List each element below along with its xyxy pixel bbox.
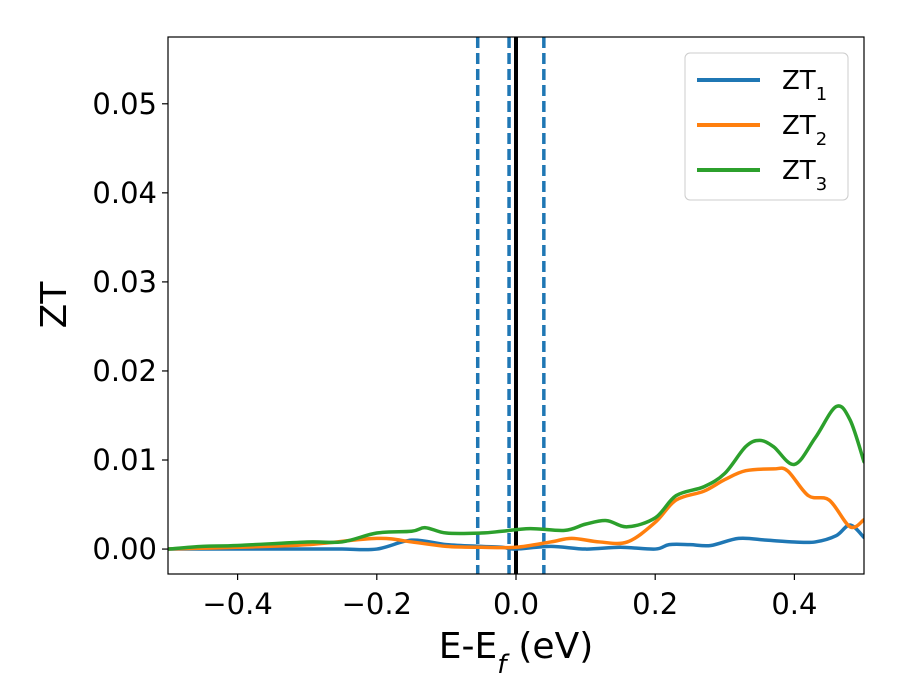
y-tick-label: 0.01 [92,443,157,477]
series-line-zt2 [168,466,864,551]
x-tick-label: −0.4 [202,587,272,621]
legend-label-zt1: ZT1 [782,66,827,105]
x-tick-label: 0.2 [632,587,678,621]
x-tick-label: 0.4 [771,587,817,621]
x-axis-ticks: −0.4 −0.2 0.0 0.2 0.4 [202,574,817,621]
x-tick-label: 0.0 [493,587,539,621]
y-tick-label: 0.03 [92,265,157,299]
y-tick-label: 0.05 [92,87,157,121]
y-axis-label: ZT [34,281,75,329]
reference-lines [475,37,546,574]
legend-box [684,52,849,201]
series-line-zt3 [168,404,864,551]
legend-entry-zt2: ZT2 [697,111,827,150]
legend: ZT1 ZT2 ZT3 [684,52,849,201]
legend-entry-zt1: ZT1 [697,66,827,105]
legend-label-zt2: ZT2 [782,111,827,150]
x-tick-label: −0.2 [342,587,412,621]
series-line-zt1 [168,523,864,552]
y-tick-label: 0.00 [92,532,157,566]
series-lines [168,404,864,552]
legend-entry-zt3: ZT3 [697,156,827,195]
y-tick-label: 0.04 [92,176,157,210]
legend-label-zt3: ZT3 [782,156,827,195]
y-axis-ticks: 0.00 0.01 0.02 0.03 0.04 0.05 [92,87,168,566]
x-axis-label: E-Ef (eV) [439,626,594,680]
y-tick-label: 0.02 [92,354,157,388]
